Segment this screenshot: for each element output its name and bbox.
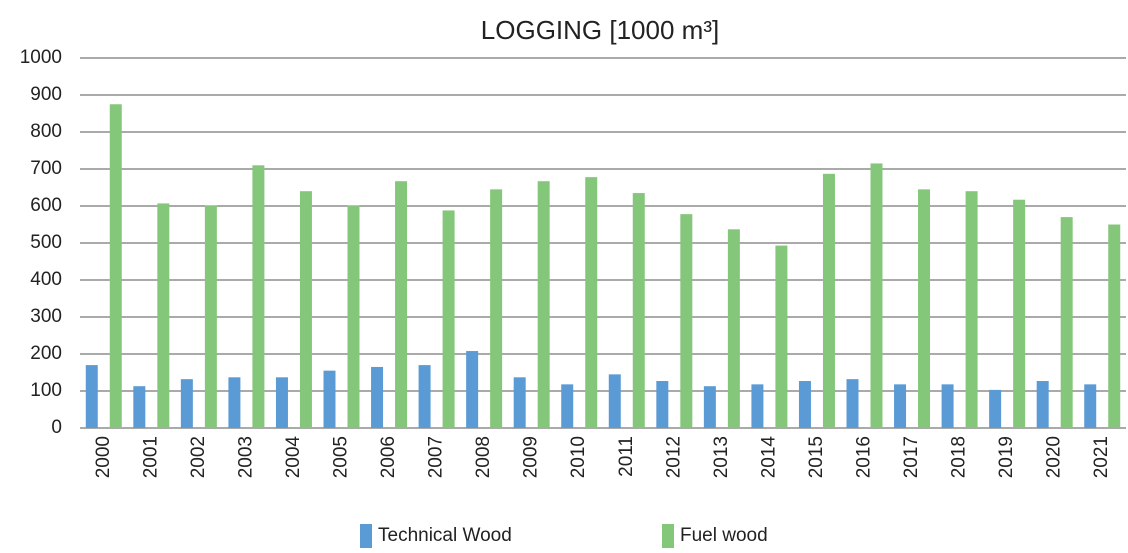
bar	[1013, 199, 1026, 428]
x-tick-label: 2007	[426, 436, 447, 478]
x-tick-label: 2010	[568, 436, 589, 478]
y-tick-label: 300	[30, 306, 62, 327]
bar	[418, 365, 431, 428]
x-tick-label: 2006	[378, 436, 399, 478]
y-tick-label: 500	[30, 232, 62, 253]
bar	[965, 191, 978, 428]
legend-swatch	[662, 524, 674, 548]
bar	[941, 384, 954, 428]
bar	[751, 384, 764, 428]
bar	[109, 104, 122, 428]
bar	[1060, 217, 1073, 428]
bar	[608, 374, 621, 428]
x-tick-label: 2014	[758, 436, 779, 479]
bar	[204, 205, 217, 428]
bar	[371, 366, 384, 428]
x-tick-label: 2008	[473, 436, 494, 478]
bar	[299, 191, 312, 428]
x-tick-label: 2019	[996, 436, 1017, 478]
bar	[490, 189, 503, 428]
x-tick-label: 2001	[140, 436, 161, 478]
bar	[727, 229, 740, 428]
x-tick-label: 2009	[521, 436, 542, 478]
chart-title: LOGGING [1000 m³]	[481, 15, 719, 45]
bar	[323, 370, 336, 428]
x-tick-label: 2011	[616, 436, 637, 477]
bar	[656, 381, 669, 428]
bar	[703, 386, 716, 428]
bar	[894, 384, 907, 428]
bar	[537, 181, 550, 428]
bar	[561, 384, 574, 428]
bar	[157, 203, 170, 428]
bar	[347, 205, 360, 428]
y-tick-label: 900	[30, 84, 62, 105]
x-tick-label: 2003	[235, 436, 256, 478]
bar	[513, 377, 526, 428]
bar	[632, 193, 645, 428]
bar	[275, 377, 288, 428]
bar	[1108, 224, 1121, 428]
legend-swatch	[360, 524, 372, 548]
bar	[775, 245, 788, 428]
bar	[870, 163, 883, 428]
x-tick-label: 2004	[283, 436, 304, 479]
x-tick-label: 2000	[93, 436, 114, 478]
bar	[85, 365, 98, 428]
x-tick-label: 2021	[1091, 436, 1112, 478]
x-tick-label: 2018	[949, 436, 970, 478]
y-tick-label: 700	[30, 158, 62, 179]
bar	[680, 214, 693, 428]
y-tick-label: 0	[51, 417, 62, 438]
bar	[466, 351, 479, 428]
bar	[180, 379, 193, 428]
bar	[1036, 381, 1049, 428]
bar	[846, 379, 859, 428]
bar	[585, 177, 598, 428]
y-tick-label: 600	[30, 195, 62, 216]
bar	[442, 210, 455, 428]
y-tick-label: 100	[30, 380, 62, 401]
x-tick-label: 2012	[663, 436, 684, 478]
y-tick-label: 400	[30, 269, 62, 290]
bar	[252, 165, 265, 429]
bar	[1084, 384, 1097, 428]
bar	[228, 377, 241, 428]
bar	[798, 381, 811, 428]
bar	[395, 181, 408, 428]
bar	[918, 189, 931, 428]
bar	[133, 386, 146, 428]
x-tick-label: 2005	[331, 436, 352, 478]
x-tick-label: 2013	[711, 436, 732, 478]
x-tick-label: 2015	[806, 436, 827, 478]
x-tick-label: 2002	[188, 436, 209, 478]
y-tick-label: 200	[30, 343, 62, 364]
legend-label: Fuel wood	[680, 525, 768, 546]
y-tick-label: 1000	[20, 47, 62, 68]
x-tick-label: 2016	[854, 436, 875, 478]
bar	[822, 173, 835, 428]
x-tick-label: 2017	[901, 436, 922, 478]
legend-label: Technical Wood	[378, 525, 512, 546]
bar	[989, 389, 1002, 428]
x-tick-label: 2020	[1044, 436, 1065, 478]
y-tick-label: 800	[30, 121, 62, 142]
